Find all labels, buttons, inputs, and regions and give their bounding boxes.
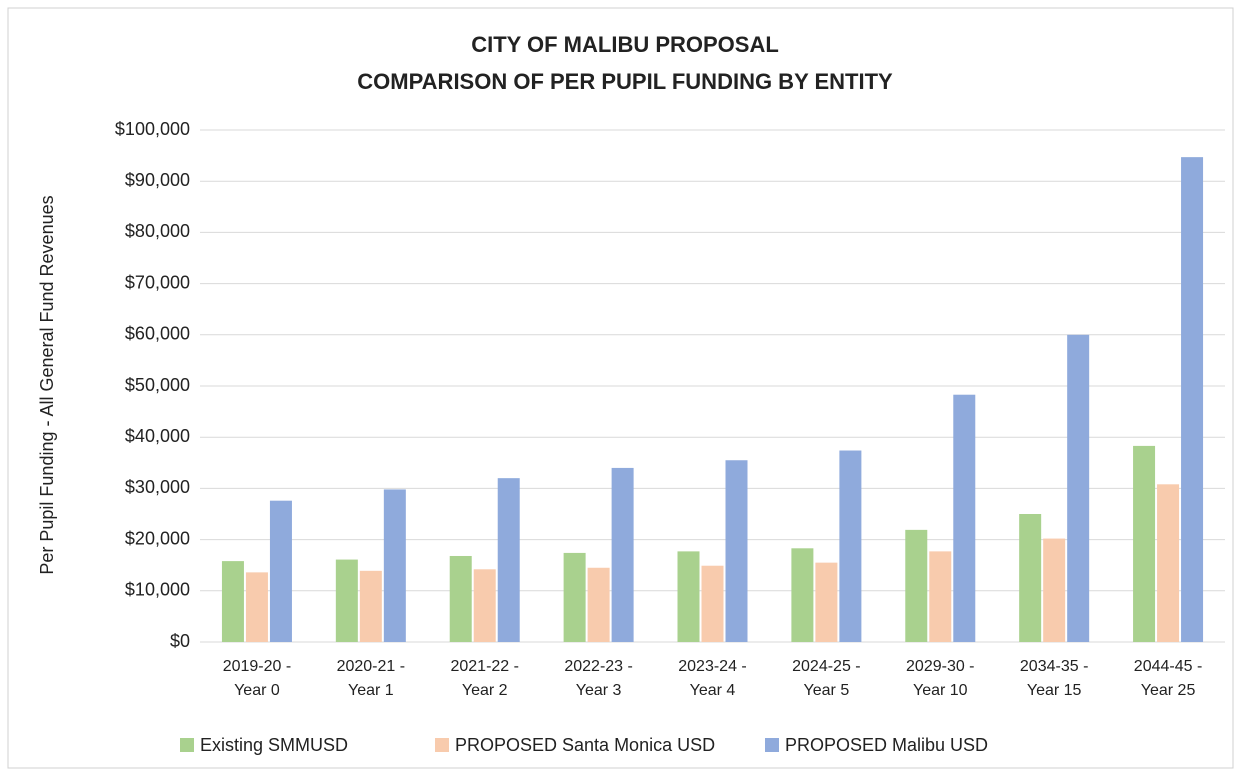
x-tick-label: Year 0 [234, 682, 280, 699]
bar [1157, 484, 1180, 642]
bar [563, 552, 586, 642]
chart-frame [7, 7, 1234, 769]
x-tick-label: Year 3 [576, 682, 622, 699]
y-tick-label: $40,000 [125, 426, 190, 446]
x-tick-label: 2023-24 - [678, 658, 747, 675]
bar [677, 551, 700, 642]
legend-label: PROPOSED Malibu USD [785, 735, 988, 755]
bar [221, 561, 244, 642]
bar [497, 478, 520, 642]
x-tick-label: Year 10 [913, 682, 968, 699]
legend-swatch [435, 738, 449, 752]
y-tick-label: $0 [170, 631, 190, 651]
bar [383, 489, 406, 642]
y-tick-label: $30,000 [125, 477, 190, 497]
bar [1019, 514, 1042, 642]
chart-title: CITY OF MALIBU PROPOSAL [471, 32, 779, 57]
bar [725, 460, 748, 642]
chart-title: COMPARISON OF PER PUPIL FUNDING BY ENTIT… [357, 69, 893, 94]
legend-label: Existing SMMUSD [200, 735, 348, 755]
x-tick-label: 2019-20 - [223, 658, 292, 675]
y-tick-label: $100,000 [115, 119, 190, 139]
x-tick-label: Year 25 [1141, 682, 1196, 699]
bar [473, 569, 496, 642]
bar [587, 567, 610, 642]
bar [701, 565, 724, 642]
y-axis-label: Per Pupil Funding - All General Fund Rev… [37, 195, 57, 574]
bar [245, 572, 268, 642]
x-tick-label: Year 15 [1027, 682, 1082, 699]
x-tick-label: 2022-23 - [564, 658, 633, 675]
x-tick-label: 2020-21 - [337, 658, 406, 675]
x-tick-label: 2029-30 - [906, 658, 975, 675]
y-tick-label: $70,000 [125, 272, 190, 292]
legend-swatch [180, 738, 194, 752]
y-tick-label: $10,000 [125, 580, 190, 600]
legend-swatch [765, 738, 779, 752]
legend-label: PROPOSED Santa Monica USD [455, 735, 715, 755]
bar [953, 394, 976, 642]
bar [449, 555, 472, 642]
x-tick-label: 2021-22 - [450, 658, 519, 675]
bar [359, 570, 382, 642]
bar [791, 548, 814, 642]
x-tick-label: 2044-45 - [1134, 658, 1203, 675]
x-tick-label: Year 5 [804, 682, 850, 699]
bar [335, 559, 358, 642]
bar [269, 500, 292, 642]
bar [815, 562, 838, 642]
bar [1133, 445, 1156, 642]
y-tick-label: $50,000 [125, 375, 190, 395]
y-tick-label: $80,000 [125, 221, 190, 241]
y-tick-label: $60,000 [125, 324, 190, 344]
x-tick-label: Year 1 [348, 682, 394, 699]
bar [611, 467, 634, 642]
bar [1043, 538, 1066, 642]
y-tick-label: $90,000 [125, 170, 190, 190]
bar [905, 529, 928, 642]
bar [929, 551, 952, 642]
bar [1181, 157, 1204, 643]
x-tick-label: Year 4 [690, 682, 736, 699]
x-tick-label: Year 2 [462, 682, 508, 699]
bar [839, 450, 862, 642]
y-tick-label: $20,000 [125, 528, 190, 548]
x-tick-label: 2034-35 - [1020, 658, 1089, 675]
x-tick-label: 2024-25 - [792, 658, 861, 675]
bar [1067, 334, 1090, 642]
